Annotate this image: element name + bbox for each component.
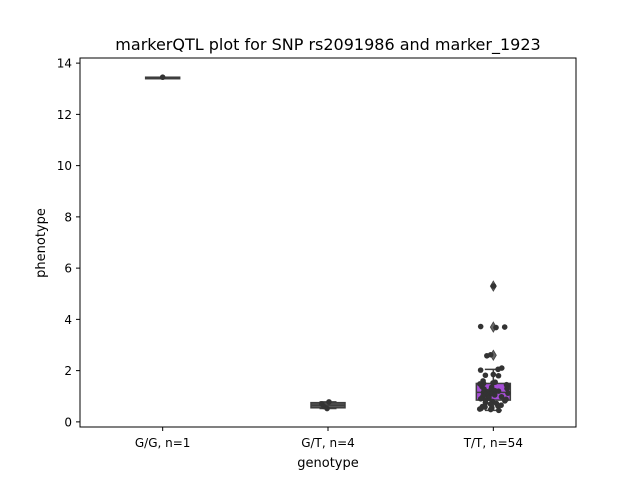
- data-point: [326, 399, 332, 405]
- data-point: [490, 283, 497, 289]
- data-point: [493, 324, 499, 331]
- y-tick-label: 6: [64, 262, 72, 276]
- x-axis-label: genotype: [297, 456, 358, 471]
- chart-title: markerQTL plot for SNP rs2091986 and mar…: [115, 35, 540, 55]
- y-tick-label: 10: [57, 159, 72, 173]
- data-point: [482, 372, 489, 379]
- data-point: [495, 403, 501, 409]
- x-axis: G/G, n=1 G/T, n=4 T/T, n=54: [135, 427, 523, 450]
- data-point: [477, 367, 484, 373]
- data-point: [159, 74, 166, 81]
- data-point: [484, 352, 490, 359]
- plot-area: [144, 74, 512, 414]
- y-tick-label: 0: [64, 415, 72, 429]
- data-point: [495, 407, 502, 414]
- data-point: [476, 406, 483, 412]
- data-point: [487, 406, 494, 413]
- y-axis-label: phenotype: [34, 208, 49, 278]
- data-point: [505, 390, 511, 396]
- y-tick-label: 14: [57, 57, 72, 71]
- data-point: [495, 366, 501, 373]
- data-point: [490, 380, 496, 386]
- data-point: [491, 392, 498, 398]
- data-point: [495, 388, 502, 394]
- data-point: [490, 371, 497, 378]
- x-tick-label: G/G, n=1: [135, 436, 191, 450]
- y-tick-label: 12: [57, 108, 72, 122]
- data-point: [495, 372, 502, 379]
- x-tick-label: G/T, n=4: [301, 436, 355, 450]
- y-tick-label: 8: [64, 210, 72, 224]
- y-tick-label: 2: [64, 364, 72, 378]
- x-tick-label: T/T, n=54: [463, 436, 523, 450]
- data-point: [501, 324, 508, 330]
- y-tick-label: 4: [64, 313, 72, 327]
- data-point: [498, 393, 505, 400]
- data-point: [477, 396, 484, 402]
- data-point: [477, 323, 484, 330]
- data-point: [324, 405, 330, 412]
- y-axis: 0 2 4 6 8 10 12 14: [57, 57, 80, 429]
- data-point: [504, 385, 510, 392]
- data-point: [482, 399, 489, 406]
- axes-frame: [79, 57, 577, 428]
- data-point: [502, 398, 508, 404]
